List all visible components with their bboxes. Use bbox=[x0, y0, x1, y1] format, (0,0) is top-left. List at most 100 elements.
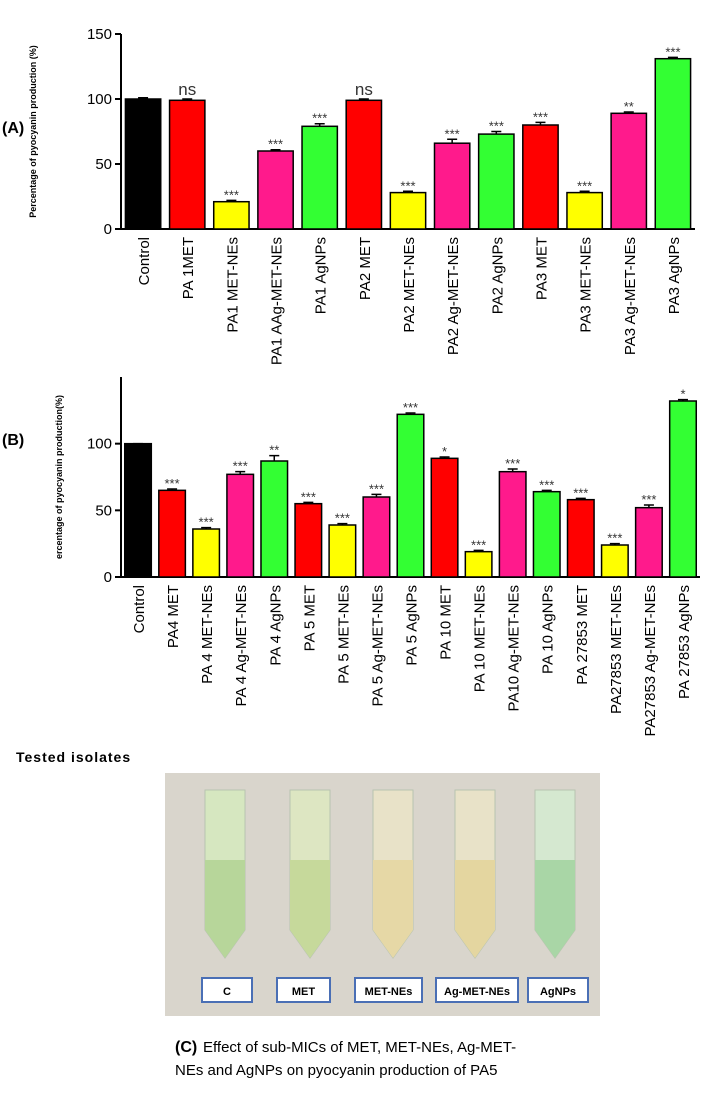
x-tick-label: PA27853 MET-NEs bbox=[608, 585, 625, 714]
bar bbox=[389, 191, 427, 230]
error-bar bbox=[579, 190, 590, 193]
error-bar bbox=[270, 148, 281, 151]
significance-label: *** bbox=[489, 119, 504, 134]
significance-label: *** bbox=[665, 44, 680, 59]
caption: NEs and AgNPs on pyocyanin production of… bbox=[175, 1062, 497, 1079]
y-tick-label: 150 bbox=[87, 26, 112, 43]
bar bbox=[498, 470, 527, 578]
x-tick-label: PA2 Ag-MET-NEs bbox=[445, 237, 462, 355]
tube-label-box bbox=[527, 977, 589, 1003]
x-tick-label: PA3 MET-NEs bbox=[578, 237, 595, 333]
x-tick-label: PA2 MET bbox=[357, 237, 374, 300]
bar bbox=[610, 112, 648, 230]
significance-label: *** bbox=[403, 400, 418, 415]
x-tick-label: PA 1MET bbox=[180, 237, 197, 299]
panel-label: (C) bbox=[175, 1039, 197, 1056]
tube-label: AgNPs bbox=[540, 986, 576, 998]
x-tick-label: PA27853 Ag-MET-NEs bbox=[642, 585, 659, 736]
error-bar bbox=[138, 96, 149, 99]
caption: Effect of sub-MICs of MET, MET-NEs, Ag-M… bbox=[203, 1039, 516, 1056]
significance-label: ns bbox=[178, 80, 196, 99]
x-tick-label: PA 5 Ag-MET-NEs bbox=[369, 585, 386, 706]
error-bar bbox=[371, 493, 382, 497]
panel-label: (B) bbox=[2, 432, 24, 449]
bar bbox=[362, 496, 391, 578]
error-bar bbox=[643, 504, 654, 508]
x-tick-label: Control bbox=[136, 237, 153, 285]
x-tick-label: PA 5 MET bbox=[301, 585, 318, 651]
tube-label-box bbox=[435, 977, 519, 1003]
tube-label-box bbox=[354, 977, 423, 1003]
significance-label: *** bbox=[539, 477, 554, 492]
tubes bbox=[204, 789, 576, 959]
bar bbox=[668, 400, 698, 578]
bar bbox=[294, 502, 323, 578]
bar bbox=[522, 124, 559, 230]
significance-label: *** bbox=[573, 485, 588, 500]
y-axis-label: ercentage of pyocyanin production(%) bbox=[54, 395, 64, 559]
error-bar bbox=[447, 138, 458, 144]
y-tick-label: 0 bbox=[104, 569, 112, 586]
error-bar bbox=[439, 456, 450, 459]
x-tick-label: PA 10 MET-NEs bbox=[472, 585, 489, 692]
x-tick-label: PA 27853 MET bbox=[574, 585, 591, 685]
bar bbox=[634, 506, 663, 578]
y-tick-label: 100 bbox=[87, 91, 112, 108]
significance-label: *** bbox=[268, 137, 283, 152]
error-bar bbox=[235, 470, 246, 475]
significance-label: *** bbox=[233, 459, 248, 474]
bar bbox=[654, 57, 692, 230]
x-tick-label: Control bbox=[131, 585, 148, 633]
tube-label-box bbox=[201, 977, 253, 1003]
bar bbox=[192, 528, 221, 578]
x-tick-label: PA3 Ag-MET-NEs bbox=[622, 237, 639, 355]
bar bbox=[212, 200, 250, 230]
tube-label: MET-NEs bbox=[365, 986, 413, 998]
significance-label: ns bbox=[355, 80, 373, 99]
x-tick-label: PA 4 Ag-MET-NEs bbox=[233, 585, 250, 706]
y-tick-label: 0 bbox=[104, 221, 112, 238]
x-tick-label: PA4 MET bbox=[165, 585, 182, 648]
error-bar bbox=[269, 454, 280, 461]
significance-label: *** bbox=[301, 489, 316, 504]
bar bbox=[566, 191, 604, 230]
bar bbox=[433, 142, 471, 230]
significance-label: *** bbox=[199, 515, 214, 530]
x-tick-label: PA1 MET-NEs bbox=[224, 237, 241, 333]
x-axis-label: Tested isolates bbox=[16, 749, 131, 765]
bar bbox=[600, 544, 629, 578]
error-bar bbox=[609, 542, 620, 545]
bar bbox=[532, 490, 561, 578]
significance-label: * bbox=[680, 387, 685, 402]
error-bar bbox=[167, 488, 178, 491]
bar bbox=[477, 133, 515, 230]
error-bar bbox=[473, 549, 484, 552]
x-tick-label: PA2 AgNPs bbox=[489, 237, 506, 314]
error-bar bbox=[535, 121, 546, 125]
significance-label: *** bbox=[369, 481, 384, 496]
error-bar bbox=[182, 98, 193, 101]
error-bar bbox=[303, 501, 314, 504]
x-tick-label: PA 5 AgNPs bbox=[404, 585, 421, 666]
bar bbox=[566, 498, 595, 578]
bar bbox=[328, 524, 357, 578]
error-bar bbox=[575, 497, 586, 500]
bar bbox=[168, 99, 206, 230]
error-bar bbox=[337, 522, 348, 525]
x-tick-label: PA1 AAg-MET-NEs bbox=[269, 237, 286, 365]
x-tick-label: PA 10 MET bbox=[438, 585, 455, 660]
error-bar bbox=[491, 130, 502, 135]
significance-label: *** bbox=[224, 187, 239, 202]
significance-label: *** bbox=[641, 492, 656, 507]
tube-label-box bbox=[276, 977, 331, 1003]
error-bar bbox=[403, 190, 413, 193]
x-tick-label: PA 5 MET-NEs bbox=[335, 585, 352, 684]
error-bar bbox=[314, 122, 325, 127]
significance-label: *** bbox=[445, 126, 460, 141]
bar bbox=[226, 473, 255, 578]
significance-label: ** bbox=[269, 443, 279, 458]
x-tick-label: PA 4 MET-NEs bbox=[199, 585, 216, 684]
bar bbox=[345, 99, 383, 230]
x-tick-label: PA1 AgNPs bbox=[313, 237, 330, 314]
